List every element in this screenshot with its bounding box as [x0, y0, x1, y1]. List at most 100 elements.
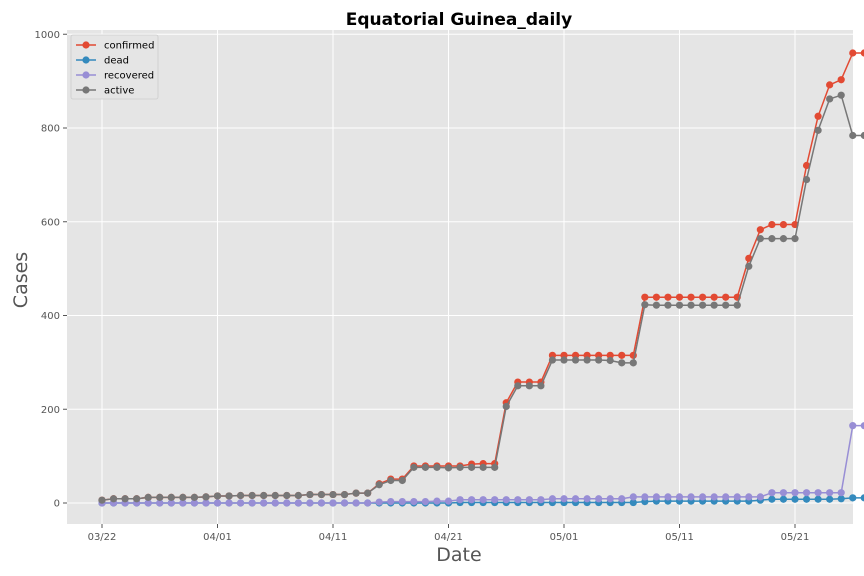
data-point-active: [433, 463, 441, 471]
data-point-recovered: [583, 495, 591, 503]
data-point-confirmed: [802, 161, 811, 170]
data-point-confirmed: [699, 293, 707, 301]
data-point-recovered: [190, 499, 198, 507]
data-point-recovered: [294, 499, 302, 507]
data-point-active: [156, 493, 164, 501]
data-point-recovered: [375, 498, 383, 506]
data-point-active: [571, 356, 580, 364]
data-point-recovered: [860, 422, 864, 430]
data-point-confirmed: [687, 293, 695, 301]
legend-marker: [82, 41, 90, 49]
data-point-recovered: [479, 496, 487, 504]
data-point-active: [768, 235, 776, 243]
y-axis-ticks: 0 200 400 600 800 1000: [35, 30, 67, 510]
data-point-active: [514, 382, 522, 390]
data-point-recovered: [317, 499, 326, 507]
data-point-dead: [860, 494, 864, 502]
y-tick-label: 200: [41, 405, 60, 416]
data-point-active: [167, 493, 175, 501]
data-point-recovered: [641, 493, 649, 501]
data-point-active: [479, 463, 487, 471]
data-point-active: [664, 301, 672, 309]
data-point-active: [329, 490, 337, 499]
data-point-active: [260, 491, 268, 500]
data-point-active: [444, 464, 453, 472]
data-point-dead: [768, 495, 776, 503]
data-point-active: [190, 493, 198, 501]
legend-marker: [82, 56, 90, 64]
data-point-active: [294, 491, 302, 500]
data-point-active: [248, 491, 256, 500]
data-point-recovered: [595, 495, 603, 503]
data-point-active: [756, 235, 764, 243]
data-point-confirmed: [756, 226, 764, 234]
data-point-active: [179, 493, 187, 501]
y-tick-label: 800: [41, 124, 60, 135]
data-point-confirmed: [618, 351, 626, 359]
x-tick-label: 05/01: [550, 532, 579, 543]
data-point-recovered: [826, 489, 834, 497]
data-point-recovered: [675, 493, 684, 501]
data-point-recovered: [179, 499, 187, 507]
y-axis-label: Cases: [10, 252, 32, 308]
data-point-active: [849, 131, 857, 140]
data-point-active: [779, 235, 788, 243]
data-point-recovered: [629, 493, 637, 501]
data-point-active: [525, 382, 533, 390]
data-point-recovered: [225, 499, 233, 507]
data-point-dead: [814, 495, 822, 503]
x-tick-label: 04/11: [319, 532, 348, 543]
data-point-recovered: [699, 493, 707, 501]
data-point-active: [387, 476, 395, 485]
data-point-recovered: [525, 496, 533, 504]
data-point-recovered: [537, 496, 545, 504]
data-point-active: [595, 356, 603, 364]
data-point-active: [491, 463, 499, 471]
data-point-active: [283, 491, 291, 500]
data-point-recovered: [768, 489, 776, 497]
legend-item-recovered: recovered: [76, 71, 154, 82]
data-point-recovered: [248, 499, 256, 507]
data-point-active: [375, 481, 383, 489]
data-point-active: [722, 301, 730, 309]
legend-label: active: [104, 86, 134, 97]
data-point-confirmed: [710, 293, 718, 301]
data-point-confirmed: [768, 220, 776, 229]
y-tick-label: 600: [41, 217, 60, 228]
plot-area: [67, 30, 853, 524]
data-point-active: [583, 356, 591, 364]
legend-item-dead: dead: [76, 56, 129, 67]
data-point-recovered: [283, 499, 291, 507]
data-point-active: [410, 463, 418, 471]
data-point-recovered: [167, 499, 175, 507]
data-point-active: [109, 495, 118, 503]
legend-label: dead: [104, 56, 129, 67]
data-point-recovered: [502, 496, 510, 504]
data-point-active: [860, 131, 864, 140]
data-point-active: [121, 495, 129, 503]
y-tick-label: 400: [41, 311, 60, 322]
data-point-confirmed: [606, 351, 614, 359]
data-point-dead: [779, 495, 788, 503]
data-point-confirmed: [814, 112, 822, 120]
legend: confirmed dead recovered active: [70, 34, 159, 100]
data-point-active: [548, 356, 557, 364]
data-point-dead: [837, 495, 845, 503]
data-point-confirmed: [664, 293, 672, 301]
data-point-recovered: [468, 496, 476, 504]
data-point-recovered: [491, 496, 499, 504]
data-point-active: [826, 95, 834, 103]
data-point-dead: [629, 498, 637, 507]
x-tick-label: 05/11: [665, 532, 694, 543]
data-point-recovered: [722, 493, 730, 501]
data-point-recovered: [618, 495, 626, 503]
data-point-active: [802, 175, 811, 184]
data-point-recovered: [560, 495, 568, 503]
data-point-recovered: [571, 495, 580, 503]
data-point-recovered: [444, 497, 453, 505]
legend-label: recovered: [104, 71, 154, 82]
data-point-recovered: [421, 497, 429, 506]
data-point-recovered: [756, 493, 764, 501]
data-point-recovered: [387, 497, 395, 506]
x-tick-label: 04/01: [203, 532, 232, 543]
